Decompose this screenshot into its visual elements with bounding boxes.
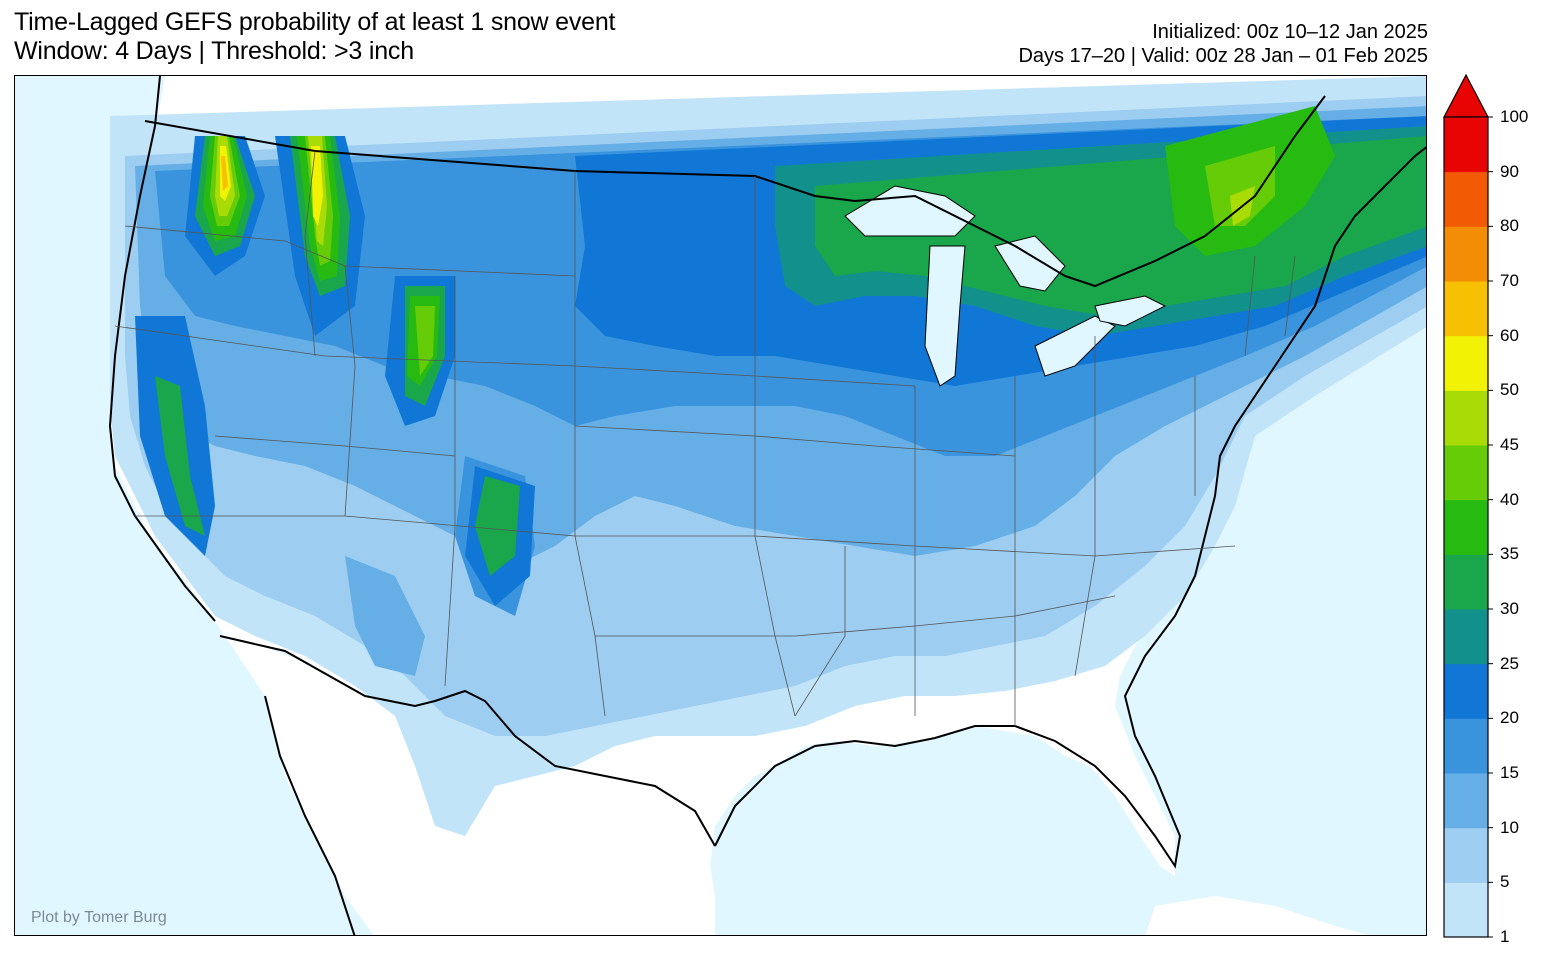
- colorbar-tick-label: 15: [1500, 763, 1519, 782]
- chart-title: Time-Lagged GEFS probability of at least…: [14, 8, 616, 36]
- colorbar-tick-label: 70: [1500, 271, 1519, 290]
- colorbar: 1 5 10 15 20 25 30 35 40 45 50 60 70 80 90 100: [1441, 72, 1550, 947]
- state-borders: [114, 150, 1296, 726]
- colorbar-segment: [1444, 663, 1488, 719]
- map-panel: Plot by Tomer Burg: [14, 75, 1427, 936]
- init-time: Initialized: 00z 10–12 Jan 2025: [1152, 21, 1428, 43]
- cuba-land: [1145, 896, 1368, 935]
- colorbar-tick-label: 30: [1500, 599, 1519, 618]
- colorbar-tick-label: 50: [1500, 380, 1519, 400]
- chart-subtitle: Window: 4 Days | Threshold: >3 inch: [14, 37, 414, 65]
- colorbar-segment: [1444, 773, 1488, 829]
- colorbar-segment: [1444, 499, 1488, 555]
- colorbar-tick-label: 1: [1500, 927, 1510, 946]
- colorbar-tick-label: 40: [1500, 489, 1519, 509]
- colorbar-segment: [1444, 718, 1488, 774]
- colorbar-extend-arrow: [1443, 73, 1489, 118]
- country-borders: [144, 95, 1326, 847]
- colorbar-segment: [1444, 281, 1488, 337]
- colorbar-outline: [1443, 116, 1489, 938]
- colorbar-segment: [1444, 335, 1488, 391]
- colorbar-segment: [1444, 445, 1488, 501]
- colorbar-segment: [1444, 882, 1488, 938]
- colorbar-graphic: [1443, 73, 1493, 938]
- colorbar-tick-label: 90: [1500, 161, 1519, 181]
- colorbar-segment: [1444, 117, 1488, 173]
- colorbar-segment: [1444, 226, 1488, 282]
- colorbar-segment: [1444, 554, 1488, 610]
- colorbar-tick-label: 60: [1500, 325, 1519, 345]
- colorbar-tick-label: 100: [1500, 107, 1529, 126]
- colorbar-tick-label: 5: [1500, 872, 1510, 892]
- colorbar-tick-label: 45: [1500, 435, 1519, 454]
- colorbar-tick-label: 10: [1500, 817, 1519, 837]
- colorbar-tick-label: 80: [1500, 216, 1519, 236]
- coastlines: [108, 76, 1426, 935]
- colorbar-tick-label: 25: [1500, 653, 1519, 673]
- colorbar-segment: [1444, 609, 1488, 665]
- great-lakes: [844, 185, 1167, 387]
- colorbar-segment: [1444, 171, 1488, 227]
- colorbar-segment: [1444, 390, 1488, 446]
- colorbar-segment: [1444, 827, 1488, 883]
- colorbar-tick-label: 20: [1500, 708, 1519, 728]
- run-info-block: Initialized: 00z 10–12 Jan 2025 Days 17–…: [728, 20, 1428, 68]
- plot-credit: Plot by Tomer Burg: [31, 909, 167, 926]
- probability-map: [15, 76, 1426, 935]
- colorbar-tick-label: 35: [1500, 544, 1519, 564]
- valid-time: Days 17–20 | Valid: 00z 28 Jan – 01 Feb …: [1018, 45, 1428, 67]
- shading-60: [221, 156, 228, 191]
- title-block: Time-Lagged GEFS probability of at least…: [14, 8, 774, 66]
